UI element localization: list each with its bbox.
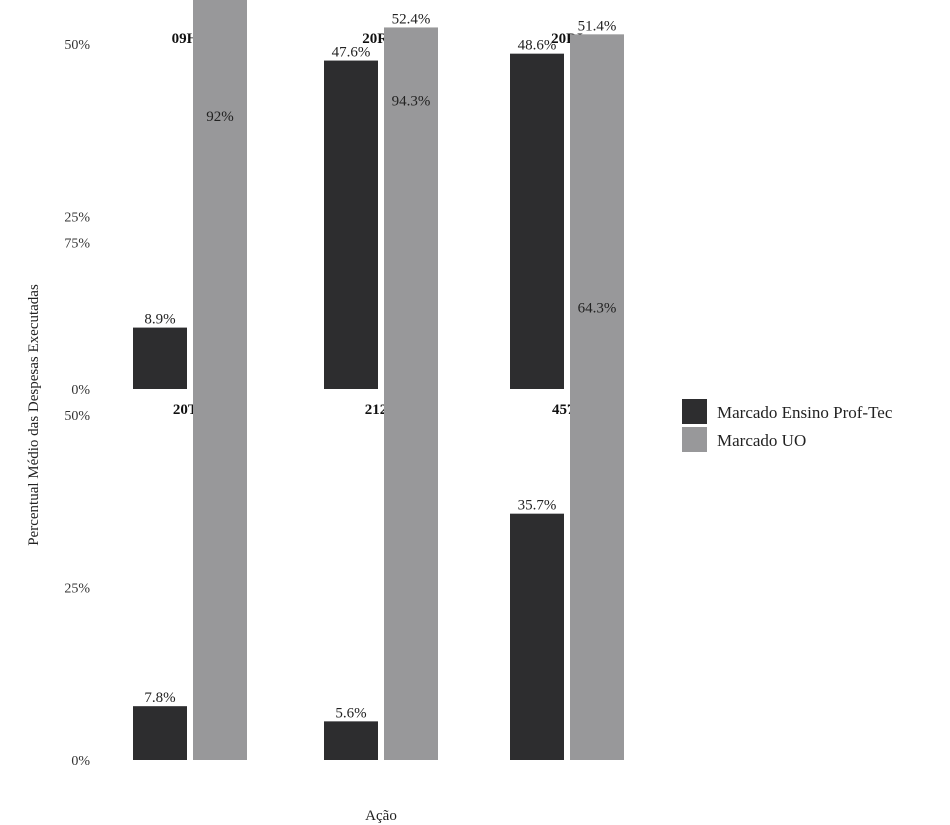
y-tick-label: 0% — [71, 754, 90, 769]
legend-swatch — [682, 399, 707, 424]
x-axis-title: Ação — [365, 808, 397, 824]
bar-data-label: 8.9% — [144, 312, 175, 328]
y-tick-label: 25% — [64, 582, 90, 597]
y-tick-label: 0% — [71, 383, 90, 398]
bar-data-label: 51.4% — [578, 18, 617, 34]
y-tick-label: 75% — [64, 237, 90, 252]
bar-data-label: 7.8% — [144, 690, 175, 706]
bar-data-label: 64.3% — [578, 300, 617, 316]
bar-data-label: 5.6% — [335, 705, 366, 721]
legend-swatch — [682, 427, 707, 452]
legend-label: Marcado UO — [717, 431, 806, 450]
bar-uo — [193, 125, 247, 760]
legend-label: Marcado Ensino Prof-Tec — [717, 403, 893, 422]
bar-data-label: 92% — [206, 109, 234, 125]
bar-data-label: 52.4% — [392, 11, 431, 27]
legend: Marcado Ensino Prof-Tec Marcado UO — [682, 399, 893, 452]
bar-data-label: 47.6% — [332, 45, 371, 61]
bar-data-label: 48.6% — [518, 38, 557, 54]
bar-ensino-prof-tec — [324, 721, 378, 760]
bar-ensino-prof-tec — [133, 327, 187, 389]
y-tick-label: 25% — [64, 211, 90, 226]
y-tick-label: 50% — [64, 38, 90, 53]
y-axis-title: Percentual Médio das Despesas Executadas — [26, 284, 42, 546]
bar-uo — [570, 316, 624, 760]
bar-data-label: 35.7% — [518, 498, 557, 514]
bar-data-label: 94.3% — [392, 93, 431, 109]
bar-ensino-prof-tec — [510, 513, 564, 760]
facet-panels: 0%25%50%75%0%25%50%75%09HB8.9%90.2%20RG4… — [64, 0, 624, 769]
bar-ensino-prof-tec — [324, 60, 378, 390]
y-tick-label: 50% — [64, 409, 90, 424]
bar-ensino-prof-tec — [133, 706, 187, 760]
bar-ensino-prof-tec — [510, 53, 564, 389]
bar-uo — [384, 109, 438, 760]
